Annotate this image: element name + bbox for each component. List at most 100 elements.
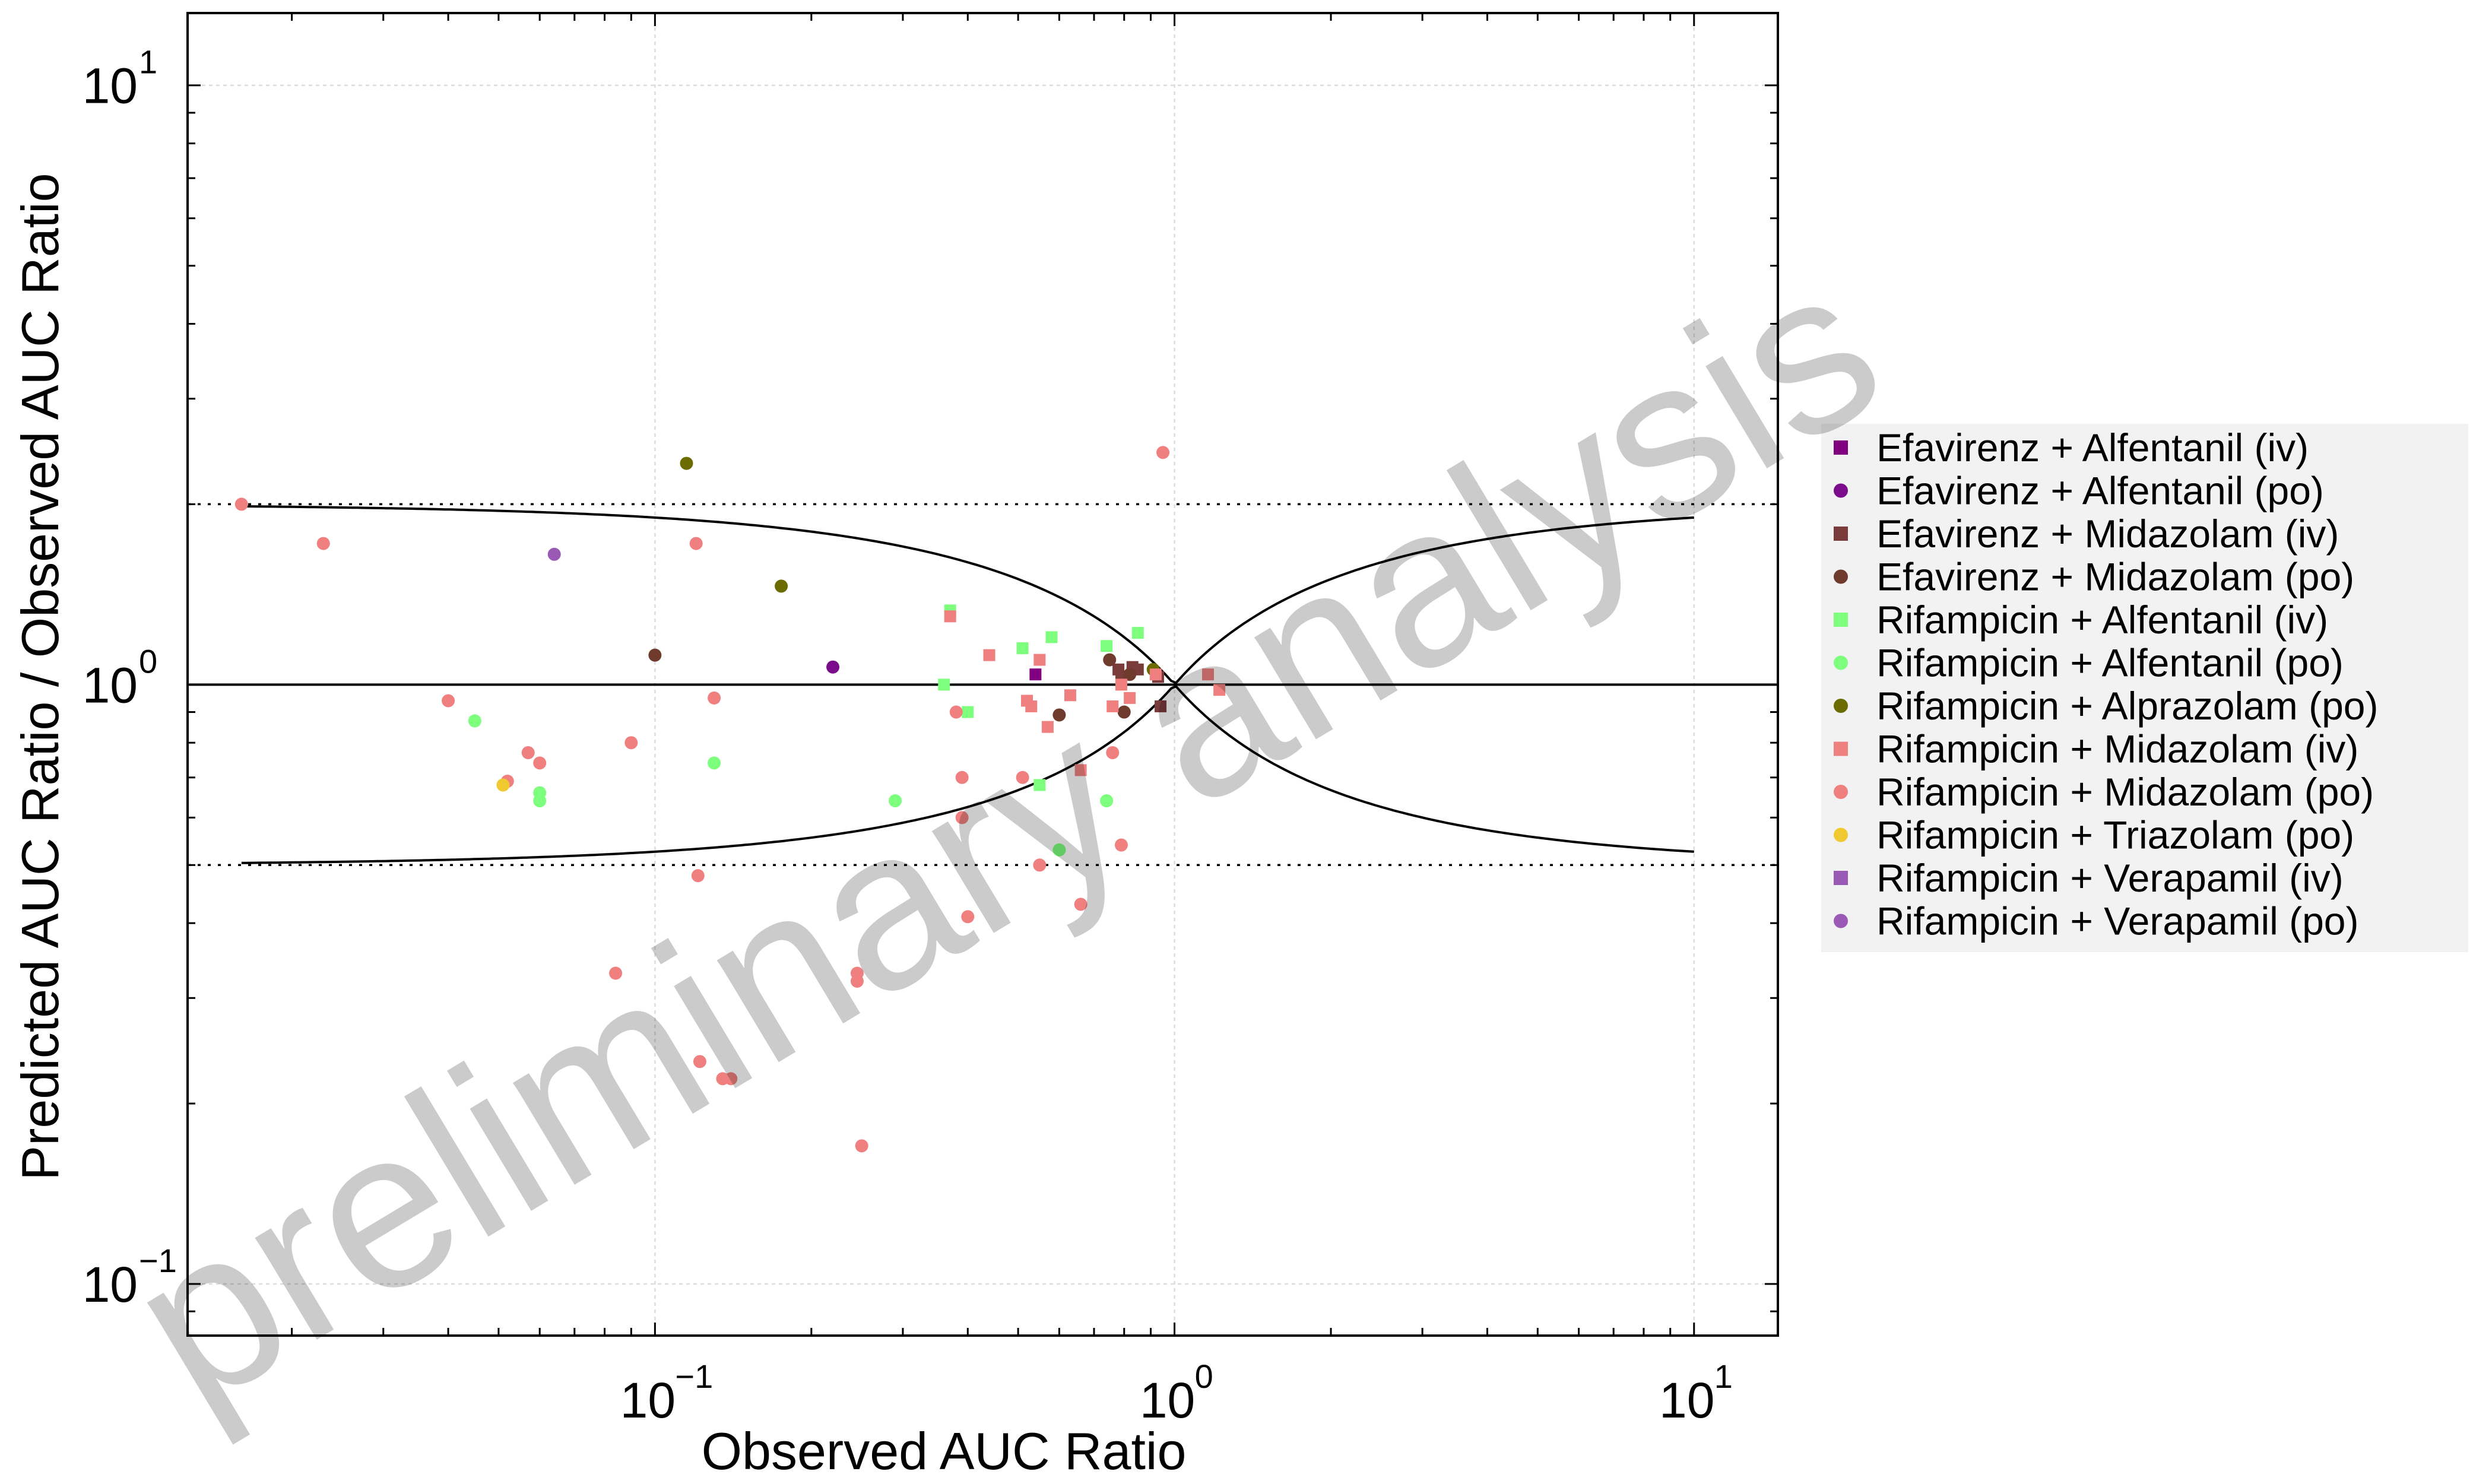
data-point-square (1101, 640, 1113, 652)
data-point-square (1155, 700, 1167, 712)
legend-marker-circle (1834, 914, 1848, 928)
x-tick-label-exponent: −1 (675, 1358, 713, 1395)
data-point-square (1106, 700, 1119, 712)
data-point-square (1131, 627, 1144, 639)
data-point-circle (1052, 708, 1066, 722)
data-point-circle (1156, 446, 1170, 459)
data-point-circle (691, 869, 705, 883)
data-point-circle (1123, 668, 1137, 681)
data-points (234, 446, 1226, 1153)
x-tick-label-exponent: 0 (1195, 1358, 1213, 1395)
y-tick-label: 10 (83, 58, 138, 114)
data-point-square (1124, 692, 1136, 704)
tick-labels: 10 −1 10 0 10 110 −110 010 1 (83, 43, 1733, 1428)
data-point-circle (521, 746, 535, 759)
legend-marker-square (1834, 527, 1848, 541)
x-tick-label: 10 (620, 1372, 676, 1428)
x-tick-label: 10 (1140, 1372, 1195, 1428)
data-point-circle (496, 778, 510, 792)
data-point-square (1025, 700, 1038, 712)
legend-label: Efavirenz + Alfentanil (po) (1876, 469, 2324, 513)
legend-marker-square (1834, 741, 1848, 756)
data-point-square (1033, 779, 1046, 791)
data-point-square (1041, 721, 1054, 733)
data-point-circle (533, 786, 547, 800)
y-tick-label-exponent: −1 (139, 1242, 177, 1279)
legend-marker-square (1834, 613, 1848, 627)
legend-marker-square (1834, 871, 1848, 885)
legend-label: Rifampicin + Verapamil (po) (1876, 899, 2359, 943)
data-point-circle (1074, 898, 1088, 911)
data-point-circle (1033, 858, 1047, 872)
data-point-circle (955, 770, 969, 784)
legend-label: Efavirenz + Midazolam (iv) (1876, 512, 2339, 556)
legend-box (1821, 424, 2468, 952)
data-point-circle (234, 497, 248, 511)
data-point-circle (855, 1139, 868, 1153)
guest-lower-limit (241, 684, 1694, 864)
legend-label: Efavirenz + Alfentanil (iv) (1876, 426, 2309, 470)
data-point-circle (961, 910, 975, 924)
data-point-circle (1106, 746, 1120, 759)
reference-lines (188, 503, 1778, 867)
data-point-circle (1117, 705, 1131, 719)
data-point-square (962, 706, 974, 718)
data-point-square (938, 678, 950, 691)
legend-label: Rifampicin + Triazolam (po) (1876, 813, 2354, 857)
legend-label: Rifampicin + Alfentanil (po) (1876, 641, 2344, 685)
data-point-circle (1016, 770, 1029, 784)
data-point-square (944, 610, 956, 623)
legend-label: Rifampicin + Alfentanil (iv) (1876, 598, 2328, 642)
legend-label: Rifampicin + Verapamil (iv) (1876, 856, 2344, 900)
legend-label: Rifampicin + Midazolam (po) (1876, 770, 2374, 814)
data-point-square (1064, 689, 1076, 702)
data-point-square (1201, 668, 1214, 681)
y-tick-label-exponent: 1 (139, 43, 157, 81)
data-point-circle (955, 811, 969, 825)
legend-marker-circle (1834, 483, 1848, 498)
legend-marker-circle (1834, 785, 1848, 799)
y-tick-label: 10 (83, 657, 138, 713)
legend-marker-circle (1834, 655, 1848, 670)
data-point-square (1213, 684, 1226, 696)
guest-upper-limit (241, 505, 1694, 684)
data-point-square (1029, 668, 1042, 681)
data-point-square (1045, 631, 1058, 643)
data-point-circle (1052, 843, 1066, 857)
data-point-circle (547, 547, 561, 561)
data-point-circle (889, 794, 902, 808)
data-point-circle (708, 756, 721, 770)
data-point-circle (708, 691, 721, 705)
x-tick-label-exponent: 1 (1714, 1358, 1733, 1395)
legend-marker-square (1834, 440, 1848, 455)
legend-label: Rifampicin + Alprazolam (po) (1876, 684, 2379, 728)
data-point-square (1033, 654, 1046, 666)
data-point-circle (826, 660, 840, 674)
data-point-circle (724, 1072, 738, 1086)
data-point-square (1016, 642, 1029, 655)
plot-frame (186, 12, 1779, 1337)
data-point-circle (775, 579, 788, 593)
data-point-square (1115, 678, 1127, 691)
data-point-circle (689, 537, 703, 550)
legend-marker-circle (1834, 827, 1848, 842)
data-point-circle (949, 705, 963, 719)
data-point-circle (693, 1055, 706, 1068)
data-point-circle (533, 756, 547, 770)
data-point-circle (1114, 838, 1128, 852)
legend: Efavirenz + Alfentanil (iv)Efavirenz + A… (1821, 424, 2468, 952)
data-point-circle (648, 648, 662, 662)
legend-marker-circle (1834, 569, 1848, 584)
legend-label: Rifampicin + Midazolam (iv) (1876, 727, 2358, 771)
data-point-square (1074, 764, 1087, 776)
data-point-circle (850, 966, 864, 980)
data-point-circle (442, 694, 455, 708)
x-axis-title: Observed AUC Ratio (702, 1422, 1187, 1480)
y-tick-label-exponent: 0 (139, 642, 157, 680)
legend-label: Efavirenz + Midazolam (po) (1876, 555, 2354, 599)
legend-marker-circle (1834, 699, 1848, 713)
y-axis-title: Predicted AUC Ratio / Observed AUC Ratio (11, 173, 69, 1180)
data-point-square (1149, 668, 1162, 681)
data-point-circle (609, 966, 623, 980)
